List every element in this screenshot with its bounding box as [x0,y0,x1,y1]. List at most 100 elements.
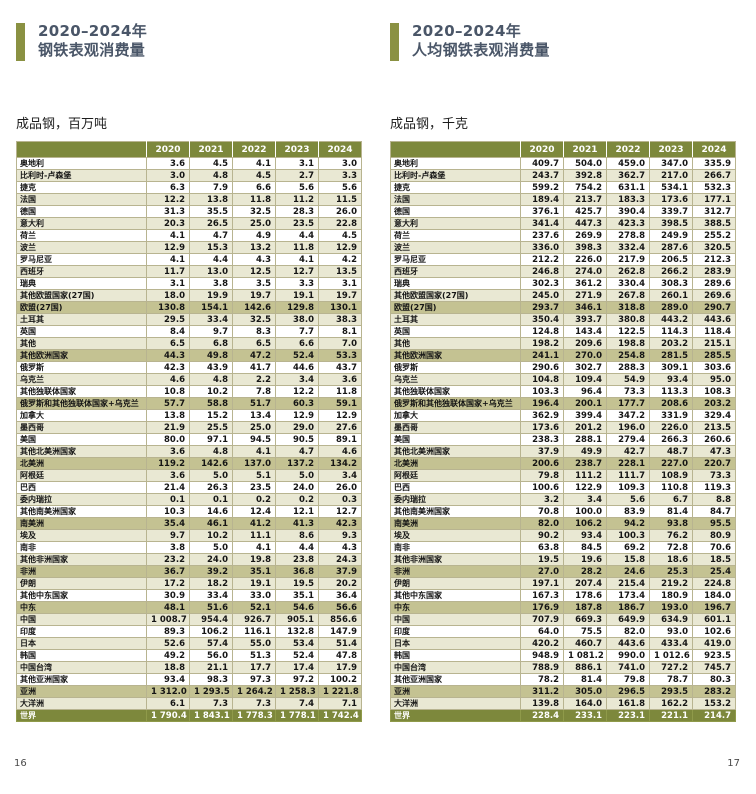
table-row: 其他中东国家 30.9 33.4 33.0 35.1 36.4 [16,589,362,602]
year-column-header: 2022 [606,141,650,158]
row-label: 世界 [16,709,147,722]
row-label: 其他欧盟国家(27国) [16,289,147,302]
table-row: 意大利 341.4 447.3 423.3 398.5 388.5 [390,217,736,230]
cell-value: 8.3 [232,325,276,338]
row-label: 捷克 [16,181,147,194]
document-page: 2020–2024年 钢铁表观消费量 成品钢，百万吨 2020 2021 2022 2… [16,22,736,722]
table-row: 大洋洲 6.1 7.3 7.3 7.4 7.1 [16,697,362,710]
cell-value: 649.9 [606,613,650,626]
cell-value: 80.3 [692,673,736,686]
cell-value: 392.8 [563,169,607,182]
row-label: 阿根廷 [390,469,521,482]
cell-value: 341.4 [520,217,564,230]
cell-value: 113.3 [649,385,693,398]
table-header-row: 2020 2021 2022 2023 2024 [16,141,362,158]
cell-value: 18.8 [146,661,190,674]
cell-value: 3.4 [318,469,362,482]
cell-value: 13.2 [232,241,276,254]
cell-value: 173.6 [520,421,564,434]
row-label: 委内瑞拉 [16,493,147,506]
cell-value: 102.6 [692,625,736,638]
cell-value: 196.0 [606,421,650,434]
cell-value: 33.4 [189,313,233,326]
cell-value: 8.1 [318,325,362,338]
table-row: 荷兰 237.6 269.9 278.8 249.9 255.2 [390,229,736,242]
row-label: 英国 [16,325,147,338]
year-column-header: 2021 [563,141,607,158]
cell-value: 4.5 [189,157,233,170]
table-row: 墨西哥 173.6 201.2 196.0 226.0 213.5 [390,421,736,434]
cell-value: 26.0 [318,205,362,218]
table-row: 德国 31.3 35.5 32.5 28.3 26.0 [16,205,362,218]
table-row: 埃及 9.7 10.2 11.1 8.6 9.3 [16,529,362,542]
row-label: 西班牙 [390,265,521,278]
row-label: 其他南美洲国家 [16,505,147,518]
row-label: 其他欧洲国家 [390,349,521,362]
cell-value: 3.2 [520,493,564,506]
table-row: 比利时-卢森堡 3.0 4.8 4.5 2.7 3.3 [16,169,362,182]
cell-value: 60.3 [275,397,319,410]
table-row: 中国台湾 788.9 886.1 741.0 727.2 745.7 [390,661,736,674]
cell-value: 78.7 [649,673,693,686]
cell-value: 19.9 [189,289,233,302]
cell-value: 18.2 [189,577,233,590]
cell-value: 76.2 [649,529,693,542]
table-row: 韩国 948.9 1 081.2 990.0 1 012.6 923.5 [390,649,736,662]
cell-value: 28.3 [275,205,319,218]
row-label: 法国 [390,193,521,206]
cell-value: 3.5 [232,277,276,290]
cell-value: 293.7 [520,301,564,314]
cell-value: 49.2 [146,649,190,662]
cell-value: 108.9 [649,469,693,482]
row-label: 北美洲 [390,457,521,470]
cell-value: 89.3 [146,625,190,638]
cell-value: 79.8 [520,469,564,482]
cell-value: 36.7 [146,565,190,578]
cell-value: 109.4 [563,373,607,386]
cell-value: 35.4 [146,517,190,530]
cell-value: 504.0 [563,157,607,170]
cell-value: 31.3 [146,205,190,218]
year-column-header: 2024 [318,141,362,158]
cell-value: 228.1 [606,457,650,470]
cell-value: 270.0 [563,349,607,362]
row-label: 中国 [16,613,147,626]
cell-value: 4.8 [189,169,233,182]
table-subtitle: 成品钢，千克 [390,117,469,132]
row-label: 大洋洲 [390,697,521,710]
cell-value: 233.1 [563,709,607,722]
cell-value: 7.3 [232,697,276,710]
cell-value: 227.0 [649,457,693,470]
cell-value: 3.0 [318,157,362,170]
cell-value: 362.7 [606,169,650,182]
cell-value: 212.3 [692,253,736,266]
cell-value: 94.5 [232,433,276,446]
cell-value: 24.0 [275,481,319,494]
cell-value: 289.0 [649,301,693,314]
cell-value: 154.1 [189,301,233,314]
year-column-header: 2024 [692,141,736,158]
left-title-block: 2020–2024年 钢铁表观消费量 [16,22,362,64]
cell-value: 90.5 [275,433,319,446]
table-row: 委内瑞拉 3.2 3.4 5.6 6.7 8.8 [390,493,736,506]
row-label: 阿根廷 [16,469,147,482]
row-label: 印度 [390,625,521,638]
page-number-left: 16 [14,758,27,769]
cell-value: 302.7 [563,361,607,374]
row-label: 南美洲 [390,517,521,530]
cell-value: 47.8 [318,649,362,662]
cell-value: 95.5 [692,517,736,530]
cell-value: 104.8 [520,373,564,386]
cell-value: 17.2 [146,577,190,590]
cell-value: 108.3 [692,385,736,398]
cell-value: 290.7 [692,301,736,314]
table-row: 其他欧洲国家 44.3 49.8 47.2 52.4 53.3 [16,349,362,362]
cell-value: 380.8 [606,313,650,326]
cell-value: 339.7 [649,205,693,218]
table-row: 波兰 12.9 15.3 13.2 11.8 12.9 [16,241,362,254]
table-row: 其他欧盟国家(27国) 18.0 19.9 19.7 19.1 19.7 [16,289,362,302]
cell-value: 288.3 [606,361,650,374]
cell-value: 741.0 [606,661,650,674]
cell-value: 12.9 [318,241,362,254]
cell-value: 8.6 [275,529,319,542]
